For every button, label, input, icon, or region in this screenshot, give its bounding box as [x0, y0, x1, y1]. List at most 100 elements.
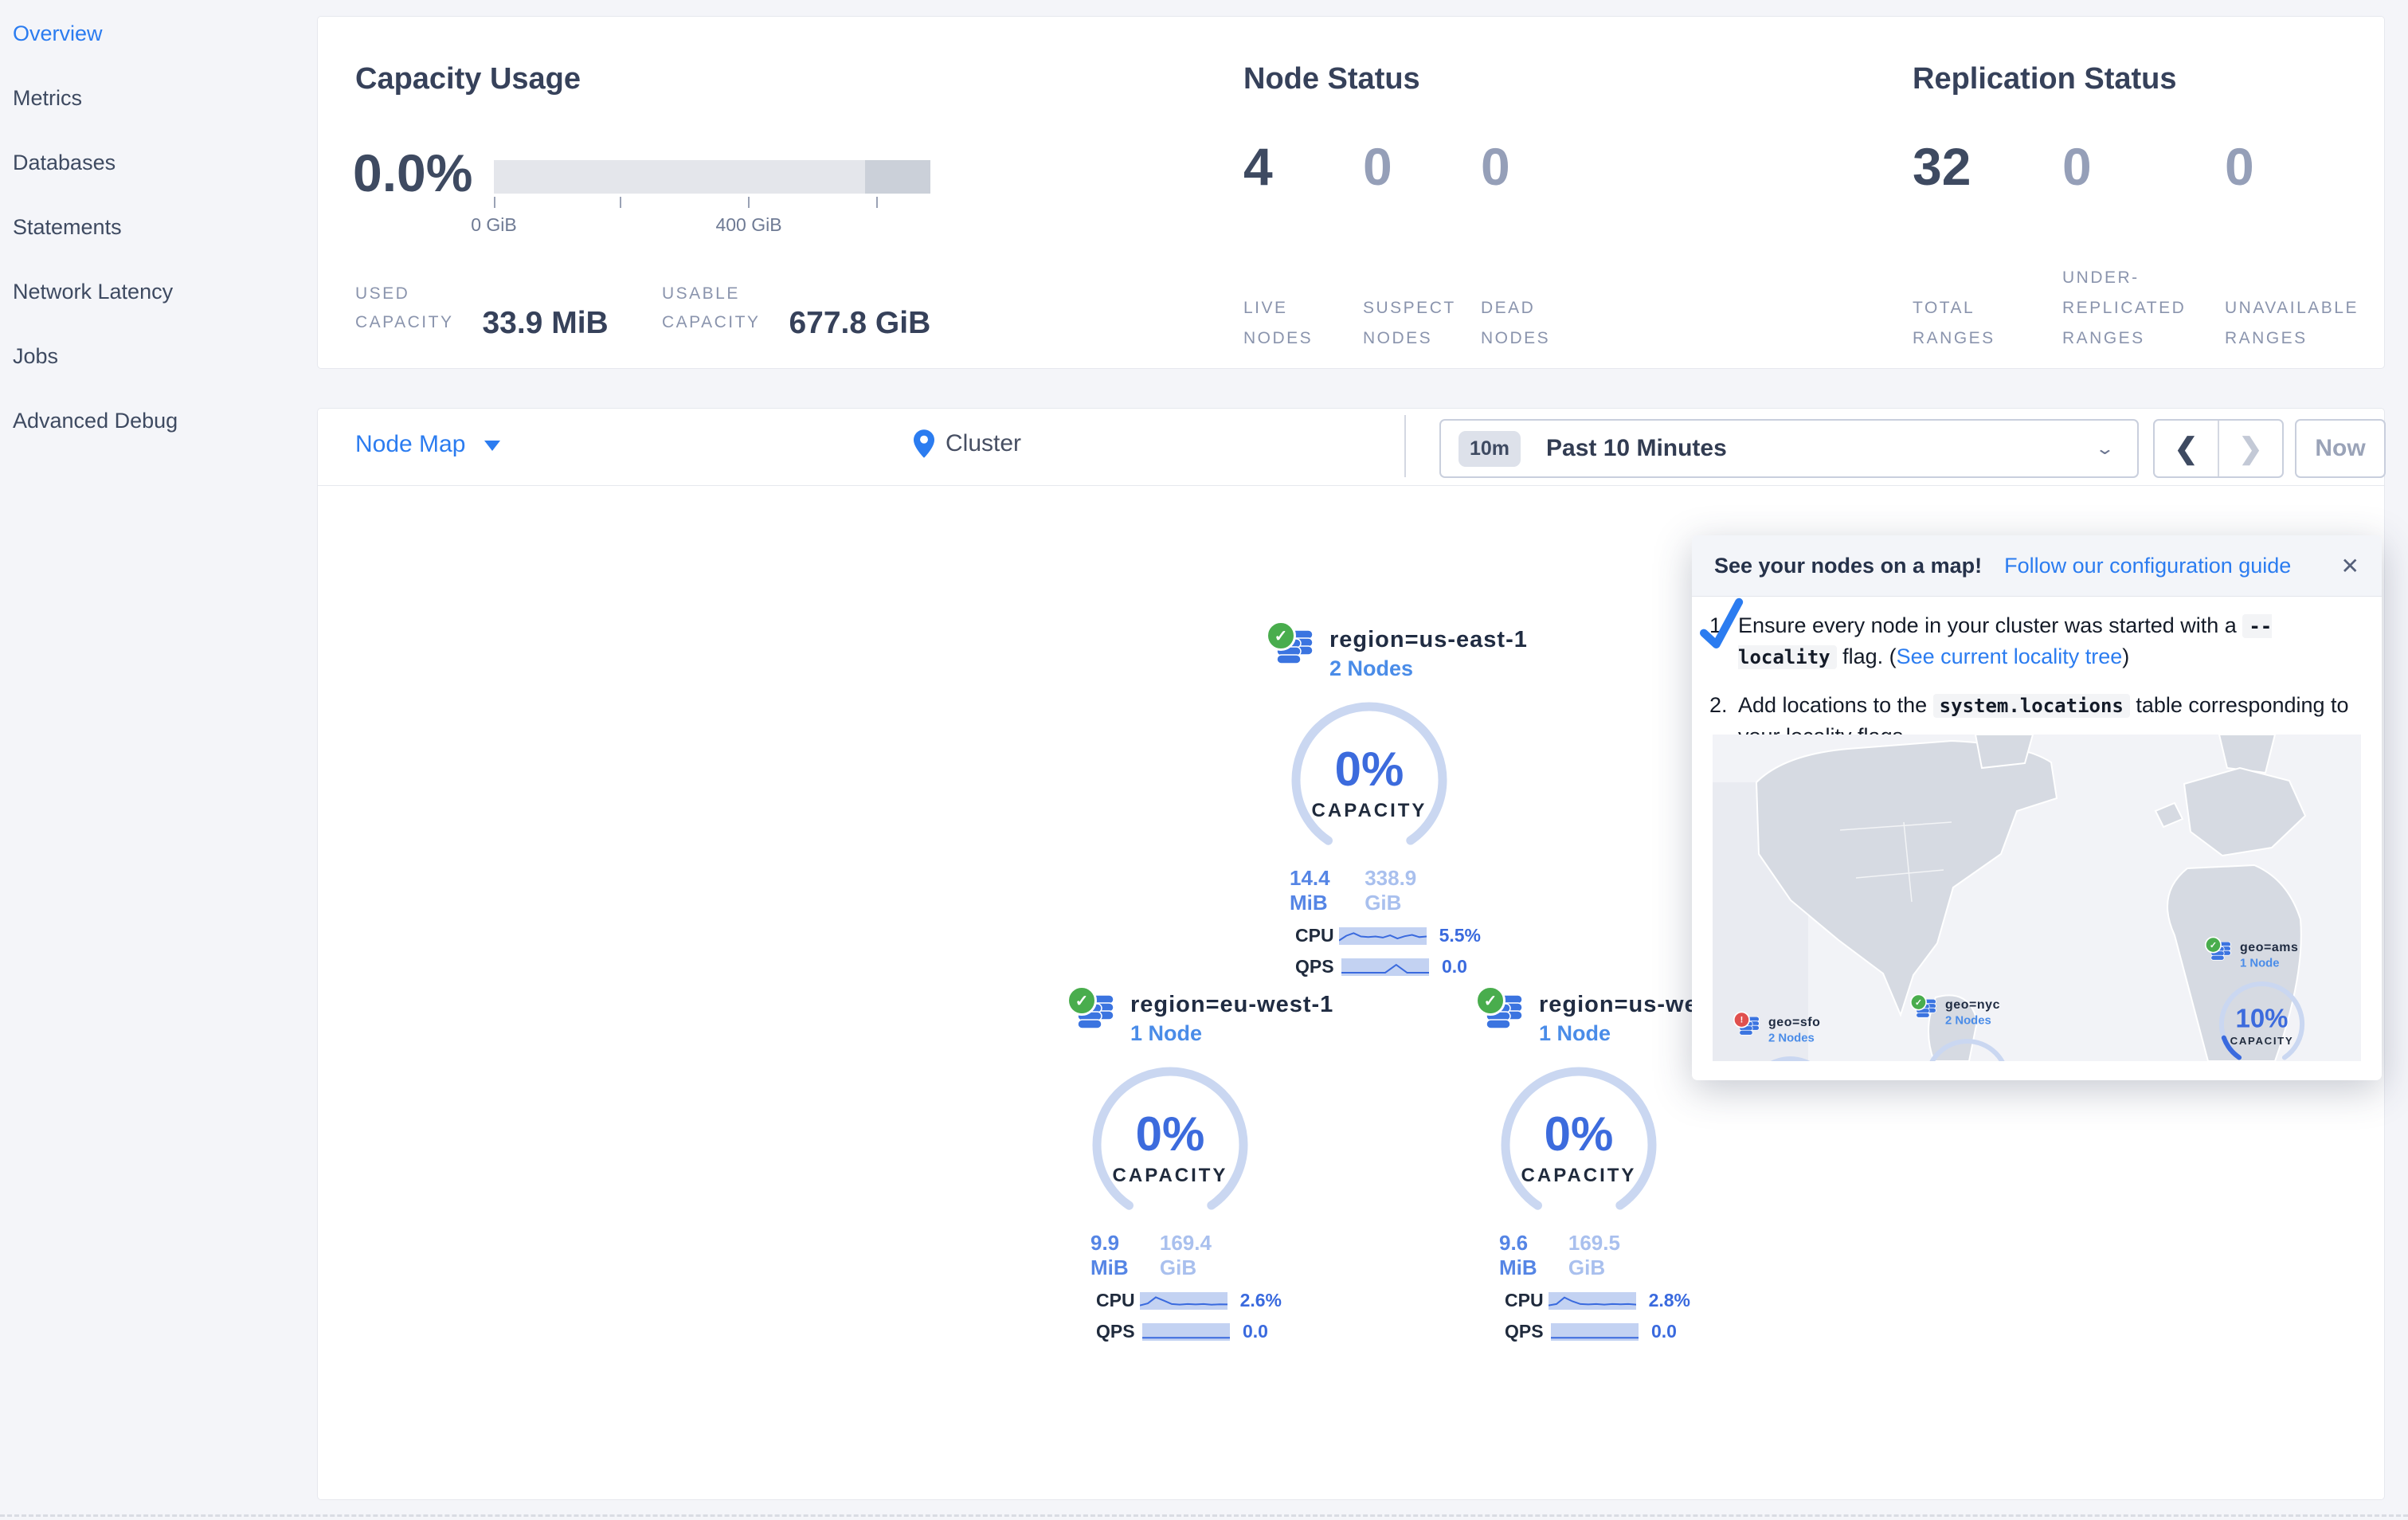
used-value: 9.6 MiB — [1499, 1231, 1537, 1279]
capacity-bar — [494, 160, 930, 194]
stat-label: UNDER- REPLICATED RANGES — [2062, 268, 2187, 347]
stat-value: 0 — [1481, 137, 1510, 196]
total-value: 169.4 GiB — [1159, 1231, 1212, 1279]
node-status-figures: 4 LIVE NODES 0 SUSPECT NODES 0 DEAD NODES — [1243, 140, 1600, 354]
chevron-down-icon — [484, 440, 501, 451]
sparkline — [1139, 1291, 1227, 1310]
cpu-value: 2.6% — [1239, 1290, 1282, 1310]
qps-label: QPS — [1096, 1321, 1135, 1342]
usable-capacity-metric: USABLE CAPACITY 677.8 GiB — [662, 280, 930, 340]
capacity-percent: 0% — [1135, 1107, 1205, 1161]
sparkline — [1338, 926, 1427, 945]
region-header: ✓ region=us-west-1 1 Node — [1475, 985, 1743, 1048]
code-chip: system.locations — [1932, 694, 2130, 718]
cluster-summary-card: Capacity Usage Node Status Replication S… — [317, 16, 2385, 369]
location-pin-icon — [914, 429, 934, 458]
time-prev-button[interactable]: ❮ — [2155, 421, 2219, 476]
capacity-percent: 10% — [2235, 1003, 2289, 1033]
capacity-label: CAPACITY — [2230, 1035, 2294, 1047]
axis-tick — [748, 197, 750, 208]
region-name: region=eu-west-1 — [1130, 992, 1334, 1017]
time-range-badge: 10m — [1459, 430, 1521, 467]
node-status-title: Node Status — [1243, 62, 1420, 96]
healthy-check-icon: ✓ — [1266, 621, 1296, 651]
region-nodes-link[interactable]: 2 Nodes — [1945, 1013, 1991, 1027]
region-nodes-link[interactable]: 1 Node — [1130, 1021, 1203, 1045]
capacity-percent: 0% — [1544, 1107, 1614, 1161]
region-name: region=us-west-1 — [1539, 992, 1743, 1017]
used-value: 14.4 MiB — [1290, 866, 1330, 915]
sidebar-item-metrics[interactable]: Metrics — [13, 86, 82, 110]
locality-tree-link[interactable]: See current locality tree — [1896, 644, 2123, 668]
sidebar-item-overview[interactable]: Overview — [13, 22, 103, 45]
region-header: ✓ region=eu-west-1 1 Node — [1067, 985, 1334, 1048]
close-icon[interactable]: ✕ — [2340, 553, 2359, 578]
stat-value: 32 — [1913, 137, 1971, 196]
breadcrumb: Cluster — [914, 429, 1021, 458]
sidebar-item-network-latency[interactable]: Network Latency — [13, 280, 174, 304]
region-header: ✓ geo=nyc 2 Nodes — [1910, 993, 2029, 1028]
time-range-select[interactable]: 10m Past 10 Minutes ⌄ — [1439, 419, 2139, 478]
stat-figure: 0 UNDER- REPLICATED RANGES — [2062, 140, 2225, 354]
popup-header: See your nodes on a map! Follow our conf… — [1692, 535, 2382, 597]
healthy-check-icon: ✓ — [1475, 985, 1505, 1016]
step-text: flag. ( — [1836, 644, 1897, 668]
replication-figures: 32 TOTAL RANGES 0 UNDER- REPLICATED RANGES 0 UNA… — [1913, 140, 2392, 354]
capacity-label: CAPACITY — [1112, 1164, 1228, 1186]
sidebar-nav: Overview Metrics Databases Statements Networ… — [0, 0, 317, 1520]
sparkline — [1548, 1291, 1636, 1310]
stat-figure: 32 TOTAL RANGES — [1913, 140, 2062, 354]
qps-value: 0.0 — [1651, 1321, 1677, 1342]
axis-tick-label: 0 GiB — [471, 214, 517, 235]
stat-label: DEAD NODES — [1481, 299, 1551, 347]
stat-label: TOTAL RANGES — [1913, 299, 1995, 347]
region-header: ✓ geo=ams 1 Node — [2205, 936, 2324, 971]
region-name: geo=nyc — [1945, 997, 2001, 1012]
region-nodes-link[interactable]: 1 Node — [2240, 956, 2280, 970]
total-value: 338.9 GiB — [1365, 866, 1417, 915]
usable-capacity-label: USABLE CAPACITY — [662, 284, 761, 331]
now-button[interactable]: Now — [2295, 419, 2386, 478]
capacity-gauge: 9%CAPACITY — [1747, 1056, 1834, 1061]
used-value: 9.9 MiB — [1090, 1231, 1129, 1279]
stat-value: 0 — [2062, 137, 2092, 196]
cpu-label: CPU — [1096, 1290, 1135, 1310]
total-value: 169.5 GiB — [1568, 1231, 1620, 1279]
qps-label: QPS — [1295, 956, 1334, 977]
time-pager: ❮ ❯ — [2153, 419, 2284, 478]
region-nodes-link[interactable]: 1 Node — [1539, 1021, 1611, 1045]
view-dropdown[interactable]: Node Map — [355, 431, 501, 458]
stat-label: UNAVAILABLE RANGES — [2225, 299, 2359, 347]
breadcrumb-cluster[interactable]: Cluster — [946, 430, 1022, 456]
sidebar-item-jobs[interactable]: Jobs — [13, 344, 59, 368]
region-nodes-link[interactable]: 2 Nodes — [1768, 1031, 1815, 1044]
capacity-gauge: 0% CAPACITY — [1499, 1065, 1658, 1224]
node-map-area: ✓ region=us-east-1 2 Nodes 0% CAPACITY 14.4 M… — [318, 485, 2384, 1499]
region-nodes-link[interactable]: 2 Nodes — [1329, 656, 1414, 680]
handdrawn-check-icon — [1699, 597, 1744, 649]
stat-figure: 4 LIVE NODES — [1243, 140, 1363, 354]
capacity-percent: 0% — [1334, 742, 1404, 796]
step-text: Add locations to the — [1738, 693, 1933, 717]
page-footer-divider — [0, 1514, 2408, 1517]
sidebar-item-advanced-debug[interactable]: Advanced Debug — [13, 409, 178, 433]
capacity-gauge: 6%CAPACITY — [1924, 1038, 2011, 1061]
used-capacity-label: USED CAPACITY — [355, 284, 454, 331]
region-marker-region-us-east-1: ✓ region=us-east-1 2 Nodes 0% CAPACITY 14.4 M… — [1266, 621, 1527, 977]
sidebar-item-databases[interactable]: Databases — [13, 151, 116, 174]
capacity-percent: 6% — [1948, 1060, 1987, 1061]
axis-tick-label: 400 GiB — [715, 214, 782, 235]
time-next-button[interactable]: ❯ — [2238, 432, 2263, 464]
popup-step-2: 2. Add locations to the system.locations … — [1709, 690, 2353, 751]
divider — [1404, 415, 1406, 477]
sparkline — [1551, 1322, 1639, 1341]
configuration-guide-link[interactable]: Follow our configuration guide — [2004, 553, 2292, 578]
sidebar-item-statements[interactable]: Statements — [13, 215, 122, 239]
step-number: 2. — [1709, 693, 1728, 717]
region-header: ! geo=sfo 2 Nodes — [1733, 1011, 1852, 1046]
sparkline — [1142, 1322, 1230, 1341]
